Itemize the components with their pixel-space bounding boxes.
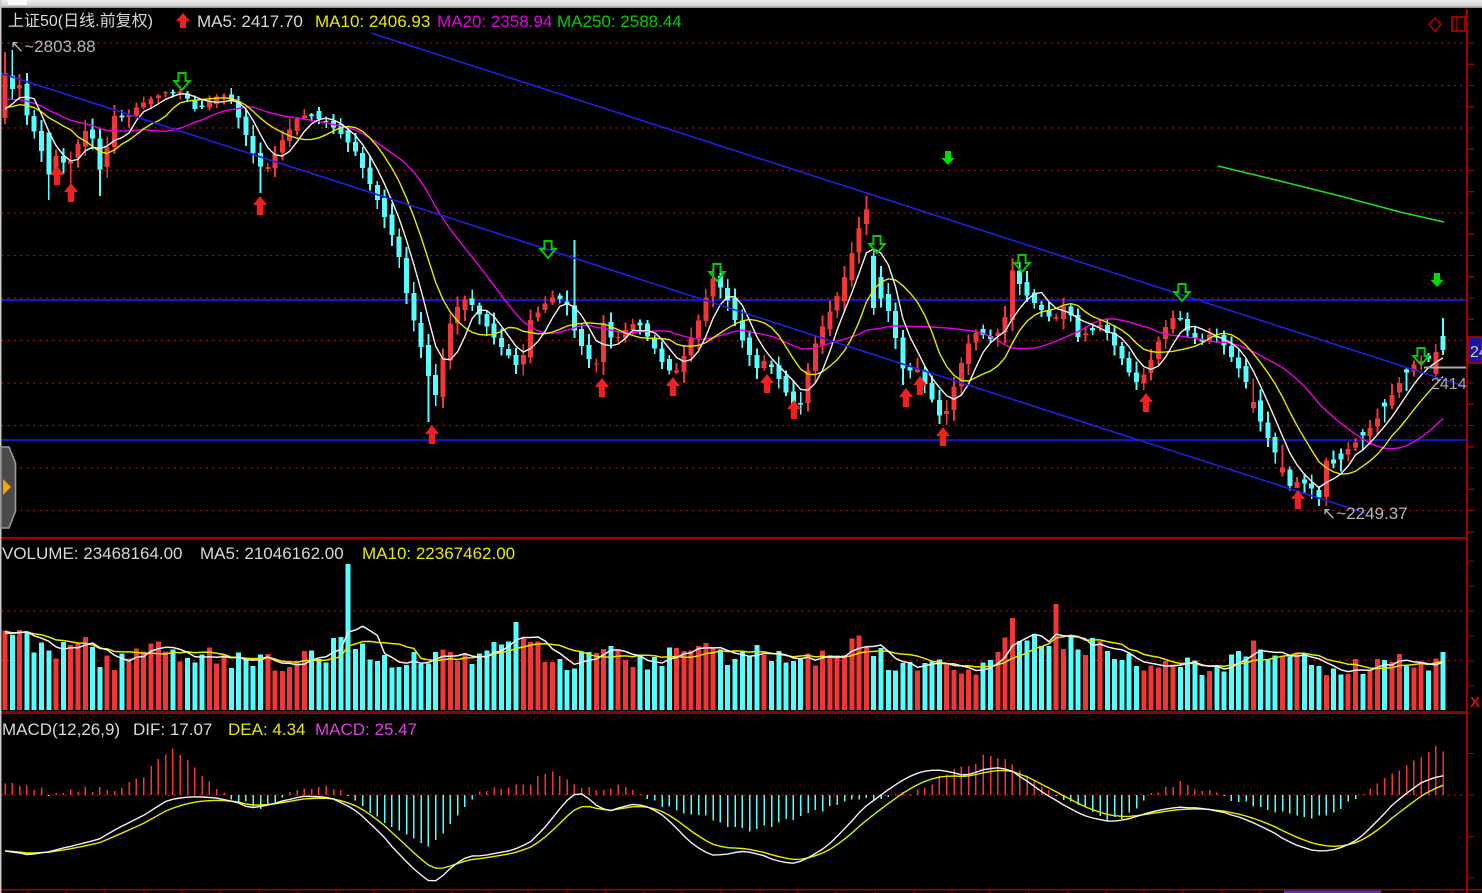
- svg-text:MA10: 22367462.00: MA10: 22367462.00: [362, 544, 515, 563]
- svg-text:MA250: 2588.44: MA250: 2588.44: [557, 12, 682, 31]
- svg-text:MACD(12,26,9): MACD(12,26,9): [2, 720, 120, 739]
- svg-text:MA10: 2406.93: MA10: 2406.93: [315, 12, 430, 31]
- svg-text:X: X: [1470, 694, 1480, 711]
- svg-text:MA5: 2417.70: MA5: 2417.70: [197, 12, 303, 31]
- svg-text:MACD: 25.47: MACD: 25.47: [315, 720, 417, 739]
- svg-text:DIF: 17.07: DIF: 17.07: [133, 720, 212, 739]
- svg-text:↖~2249.37: ↖~2249.37: [1322, 504, 1408, 523]
- svg-text:2414: 2414: [1470, 344, 1482, 361]
- svg-text:MA5: 21046162.00: MA5: 21046162.00: [200, 544, 344, 563]
- svg-text:MA20: 2358.94: MA20: 2358.94: [437, 12, 552, 31]
- svg-text:DEA: 4.34: DEA: 4.34: [228, 720, 306, 739]
- svg-text:↖~2803.88: ↖~2803.88: [10, 37, 96, 56]
- svg-text:上证50(日线.前复权): 上证50(日线.前复权): [8, 12, 153, 30]
- svg-text:2414: 2414: [1431, 376, 1467, 393]
- svg-text:VOLUME: 23468164.00: VOLUME: 23468164.00: [2, 544, 183, 563]
